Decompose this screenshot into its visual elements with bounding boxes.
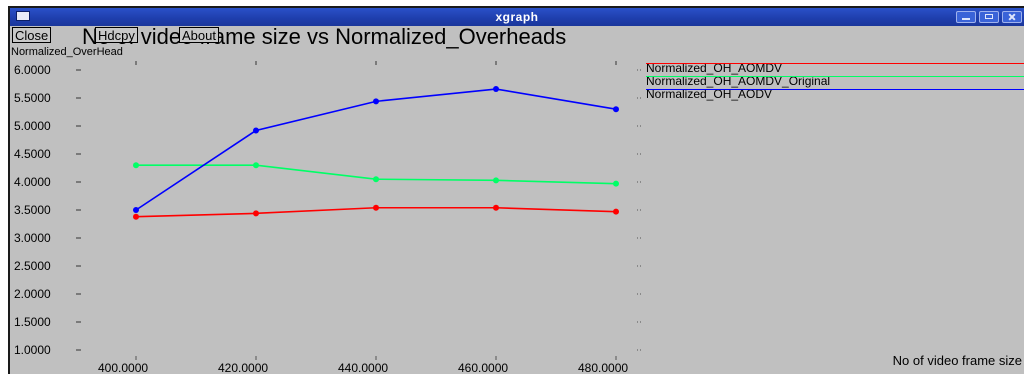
data-point-1-4: [613, 180, 619, 187]
data-point-0-3: [493, 204, 499, 211]
legend-line-aomdv: [646, 63, 1024, 64]
chart-title: No of video frame size vs Normalized_Ove…: [82, 24, 567, 49]
y-tick-label: 4.0000: [14, 175, 51, 189]
y-tick-label: 3.0000: [14, 231, 51, 245]
y-tick-label: 5.0000: [14, 119, 51, 133]
data-point-0-4: [613, 208, 619, 215]
xgraph-window: xgraph No of video frame size vs Normali…: [8, 6, 1024, 374]
x-tick-label: 460.0000: [458, 361, 508, 374]
data-point-1-3: [493, 177, 499, 184]
x-axis-label: No of video frame size: [892, 353, 1022, 368]
data-point-2-4: [613, 106, 619, 113]
data-point-2-2: [373, 98, 379, 105]
close-button[interactable]: Close: [12, 27, 52, 43]
data-point-0-1: [253, 210, 259, 217]
data-point-2-1: [253, 127, 259, 134]
data-point-0-2: [373, 204, 379, 211]
y-tick-label: 2.0000: [14, 287, 51, 301]
data-point-1-1: [253, 162, 259, 169]
y-tick-label: 2.5000: [14, 259, 51, 273]
data-point-2-0: [133, 207, 139, 213]
y-tick-label: 1.5000: [14, 315, 51, 329]
data-point-1-0: [133, 162, 139, 169]
title-bar[interactable]: xgraph: [10, 8, 1024, 26]
window-title: xgraph: [495, 10, 539, 24]
series-line-2: [135, 88, 617, 211]
plot-area: 1.0000 1.5000 2.0000 2.5000 3.0000 3.5000 4.00…: [14, 61, 643, 374]
x-tick-label: 400.0000: [98, 361, 148, 374]
close-window-icon[interactable]: [1002, 11, 1022, 23]
y-tick-label: 4.5000: [14, 147, 51, 161]
x-tick-label: 440.0000: [338, 361, 388, 374]
y-tick-label: 1.0000: [14, 343, 51, 357]
legend-item-aodv: Normalized_OH_AODV: [646, 87, 773, 101]
window-menu-icon[interactable]: [16, 11, 30, 21]
x-tick-label: 420.0000: [218, 361, 268, 374]
y-tick-label: 3.5000: [14, 203, 51, 217]
y-tick-label: 6.0000: [14, 63, 51, 77]
data-point-0-0: [133, 213, 139, 220]
data-point-1-2: [373, 176, 379, 183]
legend-line-aomdv-original: [646, 76, 1024, 77]
y-axis-label: Normalized_OverHead: [11, 46, 123, 58]
data-point-2-3: [493, 86, 499, 93]
maximize-icon[interactable]: [979, 11, 999, 23]
about-button[interactable]: About: [179, 27, 219, 43]
x-tick-label: 480.0000: [578, 361, 628, 374]
minimize-icon[interactable]: [956, 11, 976, 23]
hdcpy-button[interactable]: Hdcpy: [95, 27, 138, 43]
legend-item-aomdv: Normalized_OH_AOMDV: [646, 61, 783, 75]
legend-item-aomdv-original: Normalized_OH_AOMDV_Original: [646, 74, 831, 88]
legend-line-aodv: [646, 89, 1024, 90]
y-tick-label: 5.5000: [14, 91, 51, 105]
